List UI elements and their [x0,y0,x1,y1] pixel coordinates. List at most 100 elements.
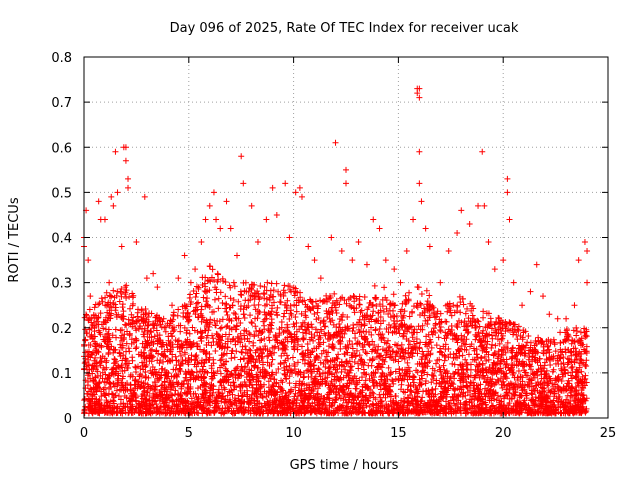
data-point [180,310,187,317]
data-point [345,296,352,303]
data-point [519,334,526,341]
data-point [197,346,204,353]
data-point [144,322,151,329]
data-point [549,368,556,375]
data-point [242,343,249,350]
data-point [257,369,264,376]
data-point [175,358,182,365]
data-point [270,287,277,294]
data-point [424,371,431,378]
data-point [282,302,289,309]
data-point [230,296,237,303]
data-point [264,410,271,417]
data-point [506,400,513,407]
data-point [304,341,311,348]
data-point [126,348,133,355]
data-point [361,293,368,300]
data-point [98,321,105,328]
data-point [237,330,244,337]
data-point [218,362,225,369]
data-point [373,380,380,387]
data-point [127,382,134,389]
data-point [572,351,579,358]
data-point [312,326,319,333]
data-point [286,283,293,290]
data-point [465,351,472,358]
data-point [509,361,516,368]
data-point [401,308,408,315]
data-point [358,374,365,381]
data-point [219,300,226,307]
data-point [193,290,200,297]
data-point [468,302,475,309]
data-point [363,350,370,357]
data-point [428,344,435,351]
data-point [229,347,236,354]
data-point [217,325,224,332]
data-point [397,308,404,315]
data-point [482,332,489,339]
data-point [507,320,514,327]
data-point [330,300,337,307]
data-point [385,310,392,317]
data-point [119,301,126,308]
data-point [95,327,102,334]
data-point [417,339,424,346]
data-point [251,363,258,370]
data-point [207,316,214,323]
data-point [281,282,288,289]
data-point [218,324,225,331]
data-point [568,365,575,372]
data-point [262,343,269,350]
data-point [126,305,133,312]
data-point [154,375,161,382]
data-point [232,311,239,318]
data-point [133,327,140,334]
data-point [273,280,280,287]
data-point [116,298,123,305]
data-point [148,329,155,336]
data-point [560,354,567,361]
data-point [163,342,170,349]
data-point [336,320,343,327]
data-point [231,283,238,290]
data-point [145,313,152,320]
data-point [423,301,430,308]
data-point [103,359,110,366]
data-point [208,375,215,382]
data-point [451,309,458,316]
data-point [384,337,391,344]
data-point [409,308,416,315]
data-point [436,326,443,333]
data-point [278,377,285,384]
data-point [224,368,231,375]
data-point [268,311,275,318]
data-point [383,305,390,312]
data-point [194,385,201,392]
data-point [449,393,456,400]
data-point [360,328,367,335]
data-point [535,334,542,341]
data-point [352,334,359,341]
data-point [164,320,171,327]
data-point [483,357,490,364]
data-point [96,300,103,307]
data-point [123,294,130,301]
data-point [269,356,276,363]
data-point [265,334,272,341]
data-point [217,289,224,296]
data-point [251,296,258,303]
data-point [385,329,392,336]
data-point [137,323,144,330]
data-point [215,333,222,340]
data-point [170,311,177,318]
data-point [421,305,428,312]
data-point [432,391,439,398]
data-point [125,345,132,352]
data-point [419,375,426,382]
data-point [381,284,388,291]
data-point [332,304,339,311]
data-point [277,299,284,306]
data-point [506,386,513,393]
data-point [284,321,291,328]
